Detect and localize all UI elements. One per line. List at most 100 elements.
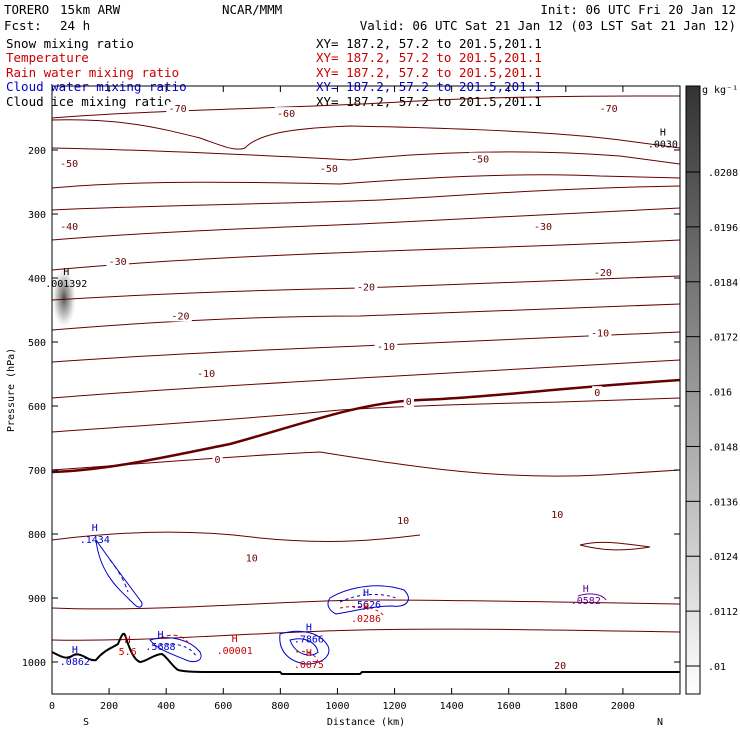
temperature-contour-label: -10	[591, 329, 609, 340]
contour-label-background	[243, 551, 261, 564]
freezing-level-isotherm	[52, 378, 680, 474]
temperature-contour-label: -30	[534, 222, 552, 233]
isotherm	[52, 95, 680, 119]
extremum-value: .0582	[571, 596, 601, 607]
contour-label-background	[57, 157, 81, 170]
contour-label-background	[591, 265, 615, 278]
contour-label-background	[166, 102, 189, 115]
extremum-value: .0075	[294, 660, 324, 671]
extremum-value: .7866	[294, 634, 324, 645]
y-tick-label: 800	[28, 530, 46, 541]
isotherm	[579, 541, 651, 551]
y-axis-title: Pressure (hPa)	[6, 348, 17, 432]
extremum-kind: H	[72, 645, 78, 656]
forecast-label: Fcst:	[4, 18, 42, 33]
legend-name-temperature: Temperature	[6, 50, 89, 65]
extremum-value: .001392	[45, 279, 87, 290]
isotherm	[52, 185, 680, 211]
temperature-contour-label: 10	[246, 553, 258, 564]
cloud-water-contour	[149, 637, 202, 663]
x-axis-title: Distance (km)	[327, 717, 405, 728]
isotherm	[52, 397, 680, 433]
isotherm	[52, 531, 421, 542]
init-time: Init: 06 UTC Fri 20 Jan 12	[540, 2, 736, 17]
extremum-value: .1434	[80, 535, 110, 546]
x-tick-label: 1200	[382, 701, 406, 712]
contour-label-background	[317, 162, 341, 175]
colorbar-tick-label: .0136	[708, 497, 738, 508]
cloud-ice-maximum	[52, 268, 76, 328]
isotherm	[52, 451, 680, 477]
extremum-kind: H	[583, 584, 589, 595]
x-tick-label: 600	[214, 701, 232, 712]
temperature-contour-label: -40	[60, 222, 78, 233]
valid-time: Valid: 06 UTC Sat 21 Jan 12 (03 LST Sat …	[360, 18, 736, 33]
legend-name-cloud-ice: Cloud ice mixing ratio	[6, 94, 172, 109]
y-tick-label: 200	[28, 146, 46, 157]
legend-name-rain: Rain water mixing ratio	[6, 65, 179, 80]
extremum-kind: H	[232, 634, 238, 645]
terrain-profile	[52, 632, 680, 675]
cloud-water-contour	[289, 638, 319, 656]
extremum-kind: H	[125, 635, 131, 646]
x-tick-label: 800	[271, 701, 289, 712]
colorbar-tick-label: .01	[708, 662, 726, 673]
colorbar-tick-label: .0148	[708, 442, 738, 453]
y-tick-label: 500	[28, 338, 46, 349]
rain-contour	[339, 605, 385, 617]
contour-label-background	[194, 367, 218, 379]
cloud-water-contour	[279, 630, 330, 665]
y-tick-label: 400	[28, 274, 46, 285]
extremum-kind: H	[363, 602, 369, 613]
forecast-hours: 24 h	[60, 18, 90, 33]
colorbar-tick-label: .0196	[708, 223, 738, 234]
contour-label-background	[468, 152, 492, 165]
temperature-contour-label: 20	[554, 661, 566, 672]
contour-label-background	[549, 507, 566, 520]
temperature-contour-label: -20	[171, 311, 189, 322]
model-name: TORERO	[4, 2, 49, 17]
isotherm	[52, 331, 680, 363]
x-tick-label: 1600	[497, 701, 521, 712]
temperature-contour-label: -70	[600, 104, 618, 115]
temperature-contour-label: -50	[471, 155, 489, 166]
temperature-contour-label: 0	[594, 388, 600, 399]
contour-label-background	[374, 340, 398, 353]
x-tick-label: 2000	[611, 701, 635, 712]
y-tick-label: 900	[28, 594, 46, 605]
temperature-contour-label: -20	[357, 283, 375, 294]
contour-label-background	[57, 219, 81, 232]
x-tick-label: 200	[100, 701, 118, 712]
x-axis: 0 200 400 600 800 1000 1200 1400 1600 1800 2000	[49, 86, 635, 712]
legend-xy-cloud-ice: XY= 187.2, 57.2 to 201.5,201.1	[316, 94, 542, 109]
colorbar-tick-label: .0124	[708, 552, 738, 563]
contour-label-background	[597, 102, 620, 115]
contour-label-background	[531, 219, 555, 232]
rain-contours	[159, 605, 385, 663]
south-endpoint-label: S	[83, 717, 89, 728]
colorbar-tick-label: .0112	[708, 607, 738, 618]
contour-label-background	[354, 280, 378, 293]
legend-xy-snow: XY= 187.2, 57.2 to 201.5,201.1	[316, 36, 542, 51]
extremum-value: .5626	[351, 600, 381, 611]
contour-label-background	[274, 107, 298, 120]
extremum-kind: H	[306, 648, 312, 659]
extremum-kind: H	[157, 630, 163, 641]
x-tick-label: 1400	[440, 701, 464, 712]
extremum-kind: H	[660, 128, 666, 139]
y-tick-label: 300	[28, 210, 46, 221]
isotherm	[52, 239, 680, 271]
legend-xy-rain: XY= 187.2, 57.2 to 201.5,201.1	[316, 65, 542, 80]
north-endpoint-label: N	[657, 717, 663, 728]
isotherm	[52, 303, 680, 331]
y-tick-label: 1000	[22, 658, 46, 669]
x-tick-label: 400	[157, 701, 175, 712]
extremum-value: .00001	[217, 646, 253, 657]
extrema-markers: H.0030H.001392H.1434H.5626H.0286H.7866H.…	[45, 128, 678, 671]
colorbar-tick-label: .016	[708, 388, 732, 399]
x-tick-label: 0	[49, 701, 55, 712]
colorbar-tick-label: .0208	[708, 168, 738, 179]
extremum-kind: H	[92, 523, 98, 534]
x-tick-label: 1000	[325, 701, 349, 712]
